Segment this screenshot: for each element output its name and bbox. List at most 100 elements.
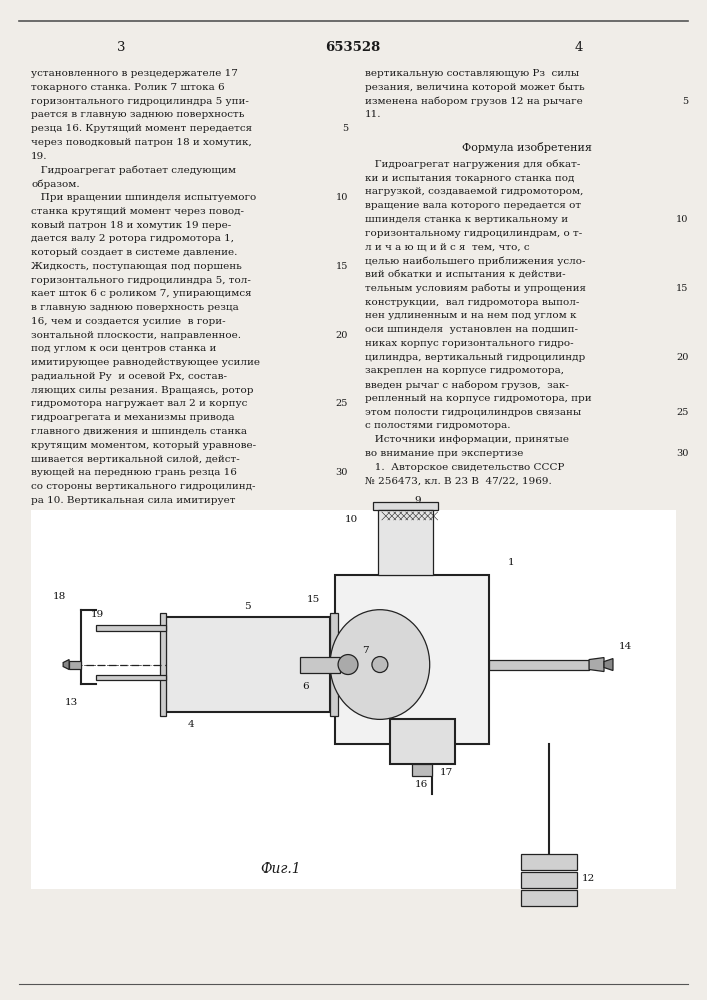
Text: 1: 1 bbox=[508, 558, 514, 567]
Text: 16, чем и создается усилие  в гори-: 16, чем и создается усилие в гори- bbox=[31, 317, 226, 326]
Text: крутящим моментом, который уравнове-: крутящим моментом, который уравнове- bbox=[31, 441, 257, 450]
Text: горизонтального гидроцилиндра 5, тол-: горизонтального гидроцилиндра 5, тол- bbox=[31, 276, 251, 285]
Text: дается валу 2 ротора гидромотора 1,: дается валу 2 ротора гидромотора 1, bbox=[31, 234, 234, 243]
Text: 4: 4 bbox=[187, 720, 194, 729]
Text: установленного в резцедержателе 17: установленного в резцедержателе 17 bbox=[31, 69, 238, 78]
Text: вращение вала которого передается от: вращение вала которого передается от bbox=[365, 201, 581, 210]
Text: Фиг.1: Фиг.1 bbox=[260, 862, 300, 876]
Text: 16: 16 bbox=[415, 780, 428, 789]
Text: резания, величина которой может быть: резания, величина которой может быть bbox=[365, 83, 585, 92]
Text: 10: 10 bbox=[677, 215, 689, 224]
Text: шпинделя станка к вертикальному и: шпинделя станка к вертикальному и bbox=[365, 215, 568, 224]
Text: 10: 10 bbox=[336, 193, 348, 202]
Text: целью наибольшего приближения усло-: целью наибольшего приближения усло- bbox=[365, 256, 585, 266]
Text: 13: 13 bbox=[64, 698, 78, 707]
Text: 3: 3 bbox=[117, 41, 125, 54]
Text: оси шпинделя  установлен на подшип-: оси шпинделя установлен на подшип- bbox=[365, 325, 578, 334]
Text: 15: 15 bbox=[677, 284, 689, 293]
Text: Источники информации, принятые: Источники информации, принятые bbox=[365, 435, 569, 444]
Bar bbox=[373, 502, 438, 510]
Text: кает шток 6 с роликом 7, упирающимся: кает шток 6 с роликом 7, упирающимся bbox=[31, 289, 252, 298]
Text: Гидроагрегат работает следующим: Гидроагрегат работает следующим bbox=[31, 166, 236, 175]
Text: 20: 20 bbox=[336, 331, 348, 340]
Text: ляющих силы резания. Вращаясь, ротор: ляющих силы резания. Вращаясь, ротор bbox=[31, 386, 254, 395]
Text: Формула изобретения: Формула изобретения bbox=[462, 142, 592, 153]
Text: цилиндра, вертикальный гидроцилиндр: цилиндра, вертикальный гидроцилиндр bbox=[365, 353, 585, 362]
Text: 653528: 653528 bbox=[325, 41, 380, 54]
Bar bbox=[31, 510, 676, 889]
Text: имитирующее равнодействующее усилие: имитирующее равнодействующее усилие bbox=[31, 358, 260, 367]
Text: При вращении шпинделя испытуемого: При вращении шпинделя испытуемого bbox=[31, 193, 257, 202]
Text: вертикальную составляющую Pз  силы: вертикальную составляющую Pз силы bbox=[365, 69, 579, 78]
Text: горизонтальному гидроцилиндрам, о т-: горизонтальному гидроцилиндрам, о т- bbox=[365, 229, 582, 238]
Text: 6: 6 bbox=[302, 682, 308, 691]
Text: станка крутящий момент через повод-: станка крутящий момент через повод- bbox=[31, 207, 245, 216]
Text: 15: 15 bbox=[336, 262, 348, 271]
Text: нен удлиненным и на нем под углом к: нен удлиненным и на нем под углом к bbox=[365, 311, 576, 320]
Ellipse shape bbox=[330, 610, 430, 719]
Text: репленный на корпусе гидромотора, при: репленный на корпусе гидромотора, при bbox=[365, 394, 592, 403]
Text: Гидроагрегат нагружения для обкат-: Гидроагрегат нагружения для обкат- bbox=[365, 160, 580, 169]
Text: конструкции,  вал гидромотора выпол-: конструкции, вал гидромотора выпол- bbox=[365, 298, 579, 307]
Text: этом полости гидроцилиндров связаны: этом полости гидроцилиндров связаны bbox=[365, 408, 581, 417]
Text: ра 10. Вертикальная сила имитирует: ра 10. Вертикальная сила имитирует bbox=[31, 496, 235, 505]
Bar bbox=[330, 613, 338, 716]
Text: ки и испытания токарного станка под: ки и испытания токарного станка под bbox=[365, 174, 574, 183]
Bar bbox=[411, 764, 432, 776]
Bar bbox=[300, 657, 340, 673]
Text: Жидкость, поступающая под поршень: Жидкость, поступающая под поршень bbox=[31, 262, 242, 271]
Text: токарного станка. Ролик 7 штока 6: токарного станка. Ролик 7 штока 6 bbox=[31, 83, 225, 92]
Text: 11.: 11. bbox=[365, 110, 382, 119]
Polygon shape bbox=[604, 659, 613, 671]
Circle shape bbox=[372, 657, 388, 673]
Text: 5: 5 bbox=[342, 124, 348, 133]
Text: тельным условиям работы и упрощения: тельным условиям работы и упрощения bbox=[365, 284, 586, 293]
Text: 19: 19 bbox=[91, 610, 105, 619]
Bar bbox=[96, 625, 165, 631]
Text: гидроагрегата и механизмы привода: гидроагрегата и механизмы привода bbox=[31, 413, 235, 422]
Text: горизонтального гидроцилиндра 5 упи-: горизонтального гидроцилиндра 5 упи- bbox=[31, 97, 249, 106]
Text: № 256473, кл. В 23 В  47/22, 1969.: № 256473, кл. В 23 В 47/22, 1969. bbox=[365, 476, 551, 485]
Circle shape bbox=[338, 655, 358, 675]
Text: в главную заднюю поверхность резца: в главную заднюю поверхность резца bbox=[31, 303, 239, 312]
Text: 30: 30 bbox=[336, 468, 348, 477]
Text: л и ч а ю щ и й с я  тем, что, с: л и ч а ю щ и й с я тем, что, с bbox=[365, 243, 530, 252]
Text: вий обкатки и испытания к действи-: вий обкатки и испытания к действи- bbox=[365, 270, 566, 279]
Bar bbox=[165, 617, 330, 712]
Text: 19.: 19. bbox=[31, 152, 48, 161]
Text: через поводковый патрон 18 и хомутик,: через поводковый патрон 18 и хомутик, bbox=[31, 138, 252, 147]
Text: 15: 15 bbox=[307, 595, 320, 604]
Text: 4: 4 bbox=[575, 41, 583, 54]
Text: вующей на переднюю грань резца 16: вующей на переднюю грань резца 16 bbox=[31, 468, 237, 477]
Text: введен рычаг с набором грузов,  зак-: введен рычаг с набором грузов, зак- bbox=[365, 380, 569, 390]
Text: 10: 10 bbox=[345, 515, 358, 524]
Text: под углом к оси центров станка и: под углом к оси центров станка и bbox=[31, 344, 216, 353]
Bar bbox=[335, 575, 489, 744]
Text: шивается вертикальной силой, дейст-: шивается вертикальной силой, дейст- bbox=[31, 455, 240, 464]
Bar bbox=[521, 854, 577, 870]
Text: 5: 5 bbox=[682, 97, 689, 106]
Text: 20: 20 bbox=[677, 353, 689, 362]
FancyBboxPatch shape bbox=[390, 719, 455, 764]
Bar bbox=[96, 675, 165, 680]
Bar bbox=[521, 872, 577, 888]
Text: гидромотора нагружает вал 2 и корпус: гидромотора нагружает вал 2 и корпус bbox=[31, 399, 247, 408]
Text: который создает в системе давление.: который создает в системе давление. bbox=[31, 248, 238, 257]
Text: 14: 14 bbox=[619, 642, 632, 651]
Polygon shape bbox=[589, 658, 604, 672]
Text: с полостями гидромотора.: с полостями гидромотора. bbox=[365, 421, 510, 430]
Text: 9: 9 bbox=[415, 496, 421, 505]
Text: рается в главную заднюю поверхность: рается в главную заднюю поверхность bbox=[31, 110, 245, 119]
Text: 12: 12 bbox=[582, 874, 595, 883]
Text: 30: 30 bbox=[677, 449, 689, 458]
Bar bbox=[160, 613, 165, 716]
Text: закреплен на корпусе гидромотора,: закреплен на корпусе гидромотора, bbox=[365, 366, 564, 375]
Bar bbox=[521, 890, 577, 906]
Text: 25: 25 bbox=[677, 408, 689, 417]
Polygon shape bbox=[69, 661, 81, 669]
Text: главного движения и шпиндель станка: главного движения и шпиндель станка bbox=[31, 427, 247, 436]
Text: нагрузкой, создаваемой гидромотором,: нагрузкой, создаваемой гидромотором, bbox=[365, 187, 583, 196]
Bar bbox=[378, 510, 433, 575]
Text: образом.: образом. bbox=[31, 179, 80, 189]
Text: никах корпус горизонтального гидро-: никах корпус горизонтального гидро- bbox=[365, 339, 573, 348]
